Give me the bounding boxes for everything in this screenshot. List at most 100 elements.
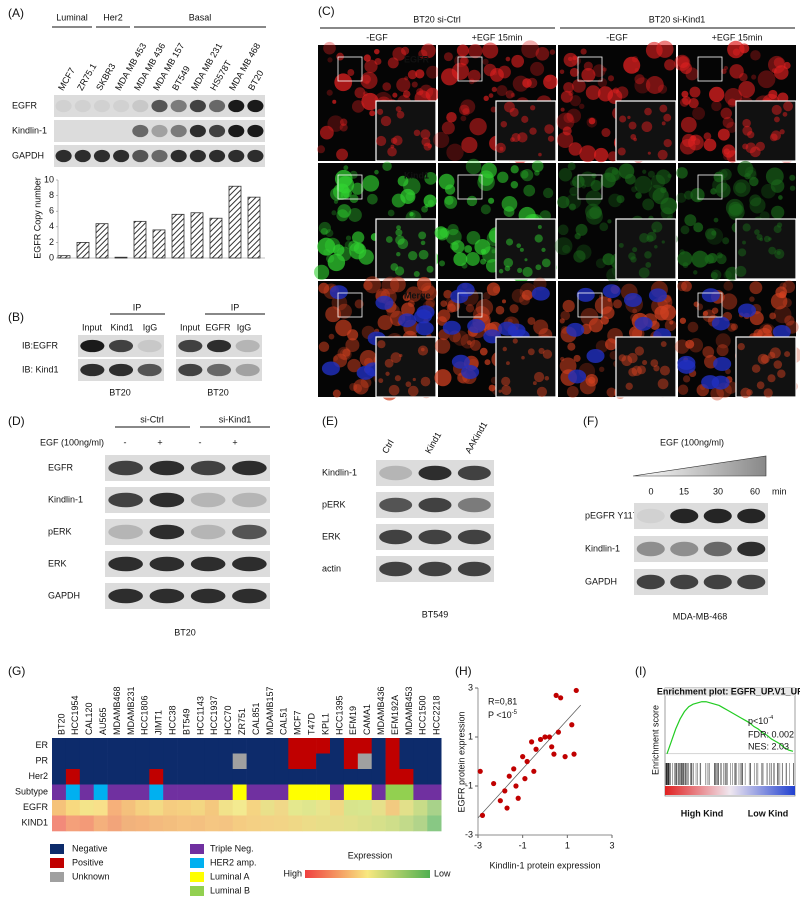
inset-signal: [532, 381, 537, 386]
cell-line: CAL120: [84, 702, 94, 735]
cell-signal: [717, 128, 730, 141]
cell-signal: [789, 174, 796, 181]
inset-signal: [630, 134, 637, 140]
heatmap-cell: [204, 815, 220, 832]
cell-signal: [569, 67, 579, 77]
blot-band: [232, 588, 267, 604]
heatmap-cell: [343, 738, 359, 754]
blot-label: Kindlin-1: [322, 467, 357, 477]
cell-signal: [342, 348, 351, 357]
panel-label: (B): [8, 310, 24, 324]
cell-signal: [421, 205, 428, 213]
inset-signal: [742, 240, 746, 245]
inset-signal: [647, 151, 651, 155]
cell-signal: [466, 230, 481, 245]
cell-signal: [664, 59, 676, 71]
inset-signal: [663, 113, 672, 122]
heatmap-cell: [93, 738, 108, 754]
inset-signal: [659, 104, 668, 113]
heatmap-cell: [121, 815, 136, 832]
heatmap-cell: [93, 769, 108, 785]
heatmap-cell: [163, 738, 178, 754]
inset-signal: [547, 135, 555, 142]
legend-swatch: [50, 858, 64, 868]
inset-signal: [627, 115, 631, 120]
cell-signal: [527, 317, 536, 325]
blot-band: [206, 339, 232, 353]
bar: [209, 217, 223, 259]
inset-signal: [376, 135, 387, 147]
heatmap-cell: [371, 738, 386, 754]
cell-signal: [441, 121, 455, 135]
blot-band: [379, 465, 413, 481]
cell-signal: [750, 50, 761, 61]
bar: [76, 241, 90, 259]
cell-signal: [569, 203, 576, 211]
cell-signal: [331, 210, 337, 216]
blot-band: [149, 588, 185, 604]
inset-signal: [380, 115, 392, 127]
inset-signal: [768, 351, 776, 359]
heatmap-cell: [399, 800, 414, 816]
cell-signal: [715, 333, 731, 349]
heatmap-cell: [232, 738, 247, 754]
heatmap-cell: [232, 800, 247, 816]
blot-band: [228, 124, 245, 138]
cell-signal: [560, 90, 573, 103]
inset-signal: [625, 382, 633, 390]
cell-signal: [579, 145, 597, 163]
cell-signal: [505, 56, 511, 62]
cell-signal: [387, 57, 399, 69]
cell-signal: [689, 86, 701, 98]
cell-signal: [531, 160, 544, 173]
y-tick-label: 10: [44, 174, 54, 184]
heatmap-cell: [177, 738, 192, 754]
unit-label: min: [772, 486, 787, 496]
cell-signal: [452, 330, 469, 346]
cell-signal: [559, 69, 565, 75]
inset-signal: [542, 349, 553, 359]
cell-signal: [474, 238, 491, 256]
inset-signal: [544, 124, 554, 134]
panel-label: (H): [455, 664, 472, 678]
cell-signal: [735, 182, 747, 194]
cell-signal: [339, 118, 348, 126]
inset-signal: [418, 249, 429, 260]
y-tick-label: -1: [465, 780, 473, 790]
inset-signal: [407, 385, 419, 397]
cell-signal: [585, 190, 602, 207]
cell-signal: [347, 329, 359, 341]
heatmap-cell: [52, 738, 67, 754]
cell-line: MDAMB468: [112, 686, 122, 735]
blot-label: Kindlin-1: [12, 125, 47, 135]
cell-signal: [328, 333, 335, 340]
cell-line: BT549: [181, 708, 191, 735]
cell-line: EFM192A: [390, 695, 400, 735]
point: [531, 768, 537, 774]
blot-band: [151, 124, 168, 138]
cell-signal: [498, 65, 511, 79]
inset-signal: [420, 129, 431, 140]
y-tick-label: 6: [49, 206, 54, 216]
cell-signal: [682, 96, 691, 105]
cell-signal: [720, 168, 732, 181]
x-axis-title: Kindlin-1 protein expression: [489, 860, 600, 870]
cell-signal: [334, 73, 353, 92]
cell-signal: [426, 65, 440, 79]
cell-signal: [349, 382, 358, 392]
cell-signal: [712, 177, 728, 194]
cell-signal: [562, 244, 571, 254]
inset-signal: [632, 247, 638, 253]
heatmap-cell: [413, 800, 428, 816]
treatment-label: +EGF 15min: [472, 32, 523, 42]
cell-signal: [723, 148, 730, 155]
cell-signal: [377, 315, 393, 331]
inset-signal: [517, 132, 528, 143]
point: [558, 695, 564, 701]
heatmap-cell: [413, 769, 428, 785]
heatmap-cell: [135, 753, 150, 770]
bar: [95, 223, 109, 259]
cell-signal: [590, 179, 602, 191]
annotation-exponent: -5: [512, 710, 518, 716]
cell-signal: [773, 57, 785, 68]
